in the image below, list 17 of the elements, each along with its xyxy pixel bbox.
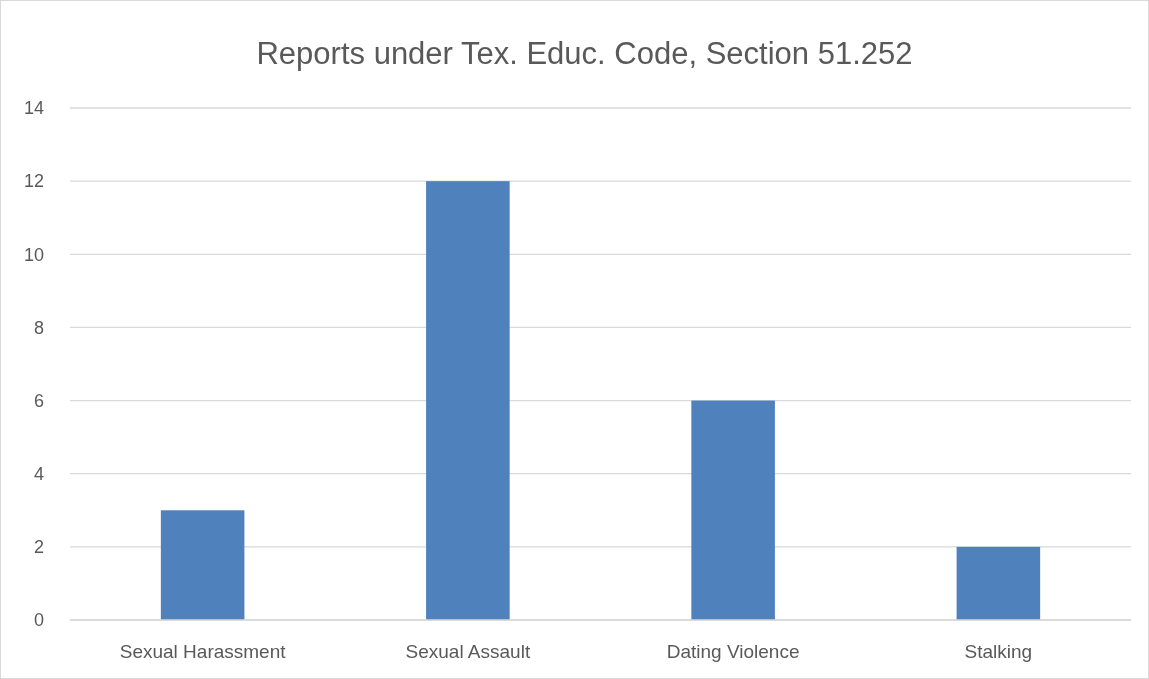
y-tick-label: 0 [33,610,44,631]
y-tick-label: 8 [33,317,44,338]
bar [160,510,245,620]
x-tick-label: Sexual Harassment [119,641,287,662]
y-tick-label: 6 [33,390,44,411]
bar [426,181,510,620]
x-tick-label: Stalking [964,641,1033,662]
x-tick-label: Dating Violence [666,641,800,662]
y-tick-label: 14 [23,98,44,119]
y-tick-label: 12 [23,171,44,192]
chart-title: Reports under Tex. Educ. Code, Section 51.252 [256,36,913,71]
y-tick-label: 10 [23,244,44,265]
bar [956,546,1041,620]
y-tick-label: 4 [33,464,44,485]
bar [691,400,775,620]
y-tick-label: 2 [33,537,44,558]
x-tick-label: Sexual Assault [405,641,531,662]
